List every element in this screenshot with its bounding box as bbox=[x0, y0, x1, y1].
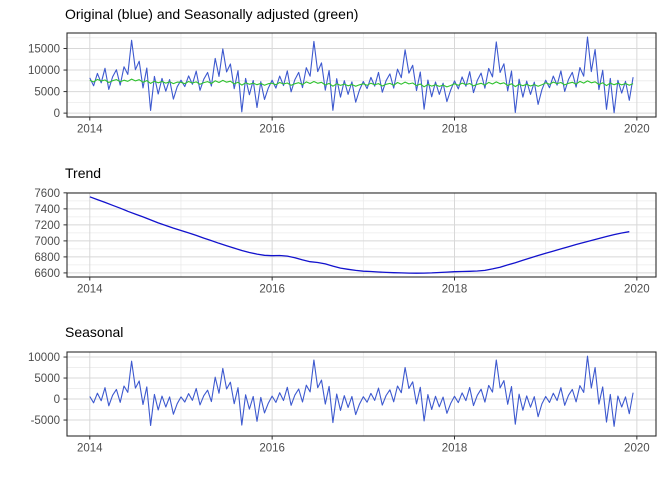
y-tick-label: 0 bbox=[54, 394, 60, 406]
y-tick-label: 5000 bbox=[34, 87, 60, 99]
y-tick-label: 6800 bbox=[34, 252, 60, 264]
x-tick-label: 2018 bbox=[442, 443, 468, 455]
seasonal-line bbox=[89, 355, 634, 427]
panel-border bbox=[66, 192, 657, 278]
seasonally-adjusted-line bbox=[89, 78, 634, 88]
panel-title-trend: Trend bbox=[65, 165, 102, 181]
x-tick-label: 2016 bbox=[259, 443, 285, 455]
trend-line bbox=[89, 196, 630, 274]
x-tick-label: 2018 bbox=[442, 124, 468, 136]
x-tick-label: 2014 bbox=[77, 443, 103, 455]
panel-background bbox=[67, 193, 656, 277]
y-tick-label: 6600 bbox=[34, 268, 60, 280]
x-tick-label: 2016 bbox=[259, 284, 285, 296]
y-tick-label: 10000 bbox=[28, 352, 60, 364]
x-tick-label: 2020 bbox=[624, 124, 650, 136]
x-tick-label: 2014 bbox=[77, 124, 103, 136]
panel-original-and-adjusted: 2014 2016 2018 2020 0 5000 10000 15000 bbox=[28, 32, 657, 136]
y-tick-label: 7200 bbox=[34, 220, 60, 232]
x-tick-label: 2020 bbox=[624, 284, 650, 296]
panel-trend: 2014 2016 2018 2020 6600 6800 7000 7200 7400 7600 bbox=[34, 188, 657, 296]
x-tick-label: 2014 bbox=[77, 284, 103, 296]
y-tick-label: 0 bbox=[54, 108, 60, 120]
panel-background bbox=[67, 352, 656, 436]
panel-title-original-and-adjusted: Original (blue) and Seasonally adjusted … bbox=[65, 6, 359, 22]
panel-background bbox=[67, 33, 656, 117]
y-tick-label: 7400 bbox=[34, 204, 60, 216]
y-tick-label: 5000 bbox=[34, 373, 60, 385]
y-tick-label: 15000 bbox=[28, 44, 60, 56]
y-tick-label: 10000 bbox=[28, 65, 60, 77]
original-line bbox=[89, 36, 634, 114]
panel-border bbox=[66, 32, 657, 118]
x-tick-label: 2020 bbox=[624, 443, 650, 455]
y-tick-label: 7000 bbox=[34, 236, 60, 248]
panel-seasonal: 2014 2016 2018 2020 -5000 0 5000 10000 bbox=[28, 351, 657, 455]
x-tick-label: 2018 bbox=[442, 284, 468, 296]
y-tick-label: 7600 bbox=[34, 188, 60, 200]
y-tick-label: -5000 bbox=[31, 415, 60, 427]
panel-title-seasonal: Seasonal bbox=[65, 324, 124, 340]
x-tick-label: 2016 bbox=[259, 124, 285, 136]
panel-border bbox=[66, 351, 657, 437]
